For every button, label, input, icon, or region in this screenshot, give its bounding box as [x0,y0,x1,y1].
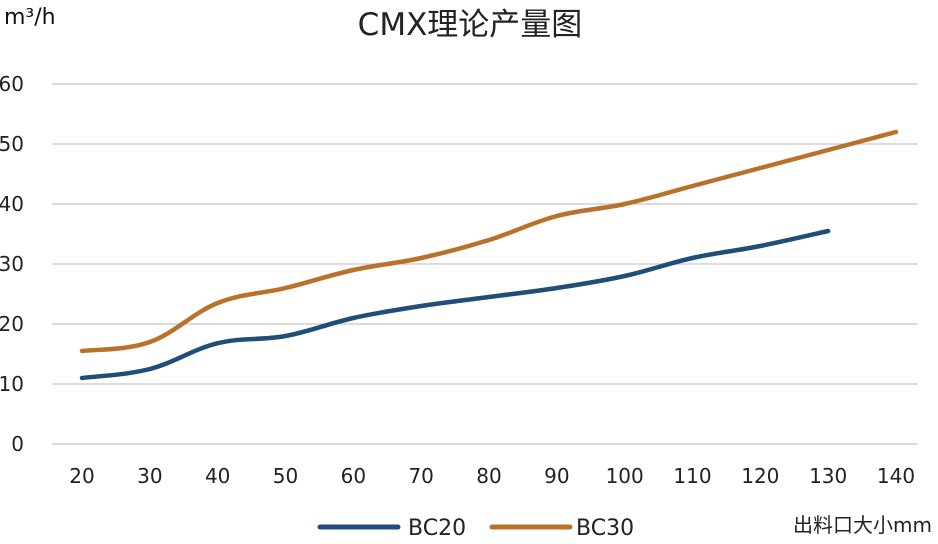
x-tick-label: 130 [809,464,847,488]
x-tick-label: 70 [408,464,433,488]
x-tick-label: 110 [673,464,711,488]
y-tick-label: 10 [0,372,24,396]
y-tick-label: 50 [0,132,24,156]
gridlines [52,83,918,445]
y-tick-label: 30 [0,252,24,276]
series-lines [79,129,899,381]
y-tick-label: 60 [0,72,24,96]
series-line-bc30 [79,129,899,354]
legend-label-bc30: BC30 [576,516,634,541]
x-tick-label: 120 [741,464,779,488]
x-tick-label: 30 [137,464,162,488]
legend: BC20 BC30 [317,516,634,541]
x-tick-label: 20 [69,464,94,488]
y-tick-label: 0 [11,432,24,456]
x-axis-label: 出料口大小mm [793,513,932,537]
x-tick-label: 80 [476,464,501,488]
x-tick-label: 60 [341,464,366,488]
chart-title: CMX理论产量图 [358,7,583,43]
y-axis-unit: m³/h [4,5,56,30]
x-tick-label: 40 [205,464,230,488]
x-tick-label: 140 [877,464,915,488]
x-tick-label: 50 [273,464,298,488]
y-tick-labels: 0 10 20 30 40 50 60 [0,72,24,456]
x-tick-label: 100 [606,464,644,488]
y-tick-label: 20 [0,312,24,336]
y-tick-label: 40 [0,192,24,216]
x-tick-label: 90 [544,464,569,488]
legend-label-bc20: BC20 [408,516,466,541]
series-line-bc20 [79,228,831,381]
x-tick-labels: 20 30 40 50 60 70 80 90 100 110 120 130 140 [69,464,915,488]
